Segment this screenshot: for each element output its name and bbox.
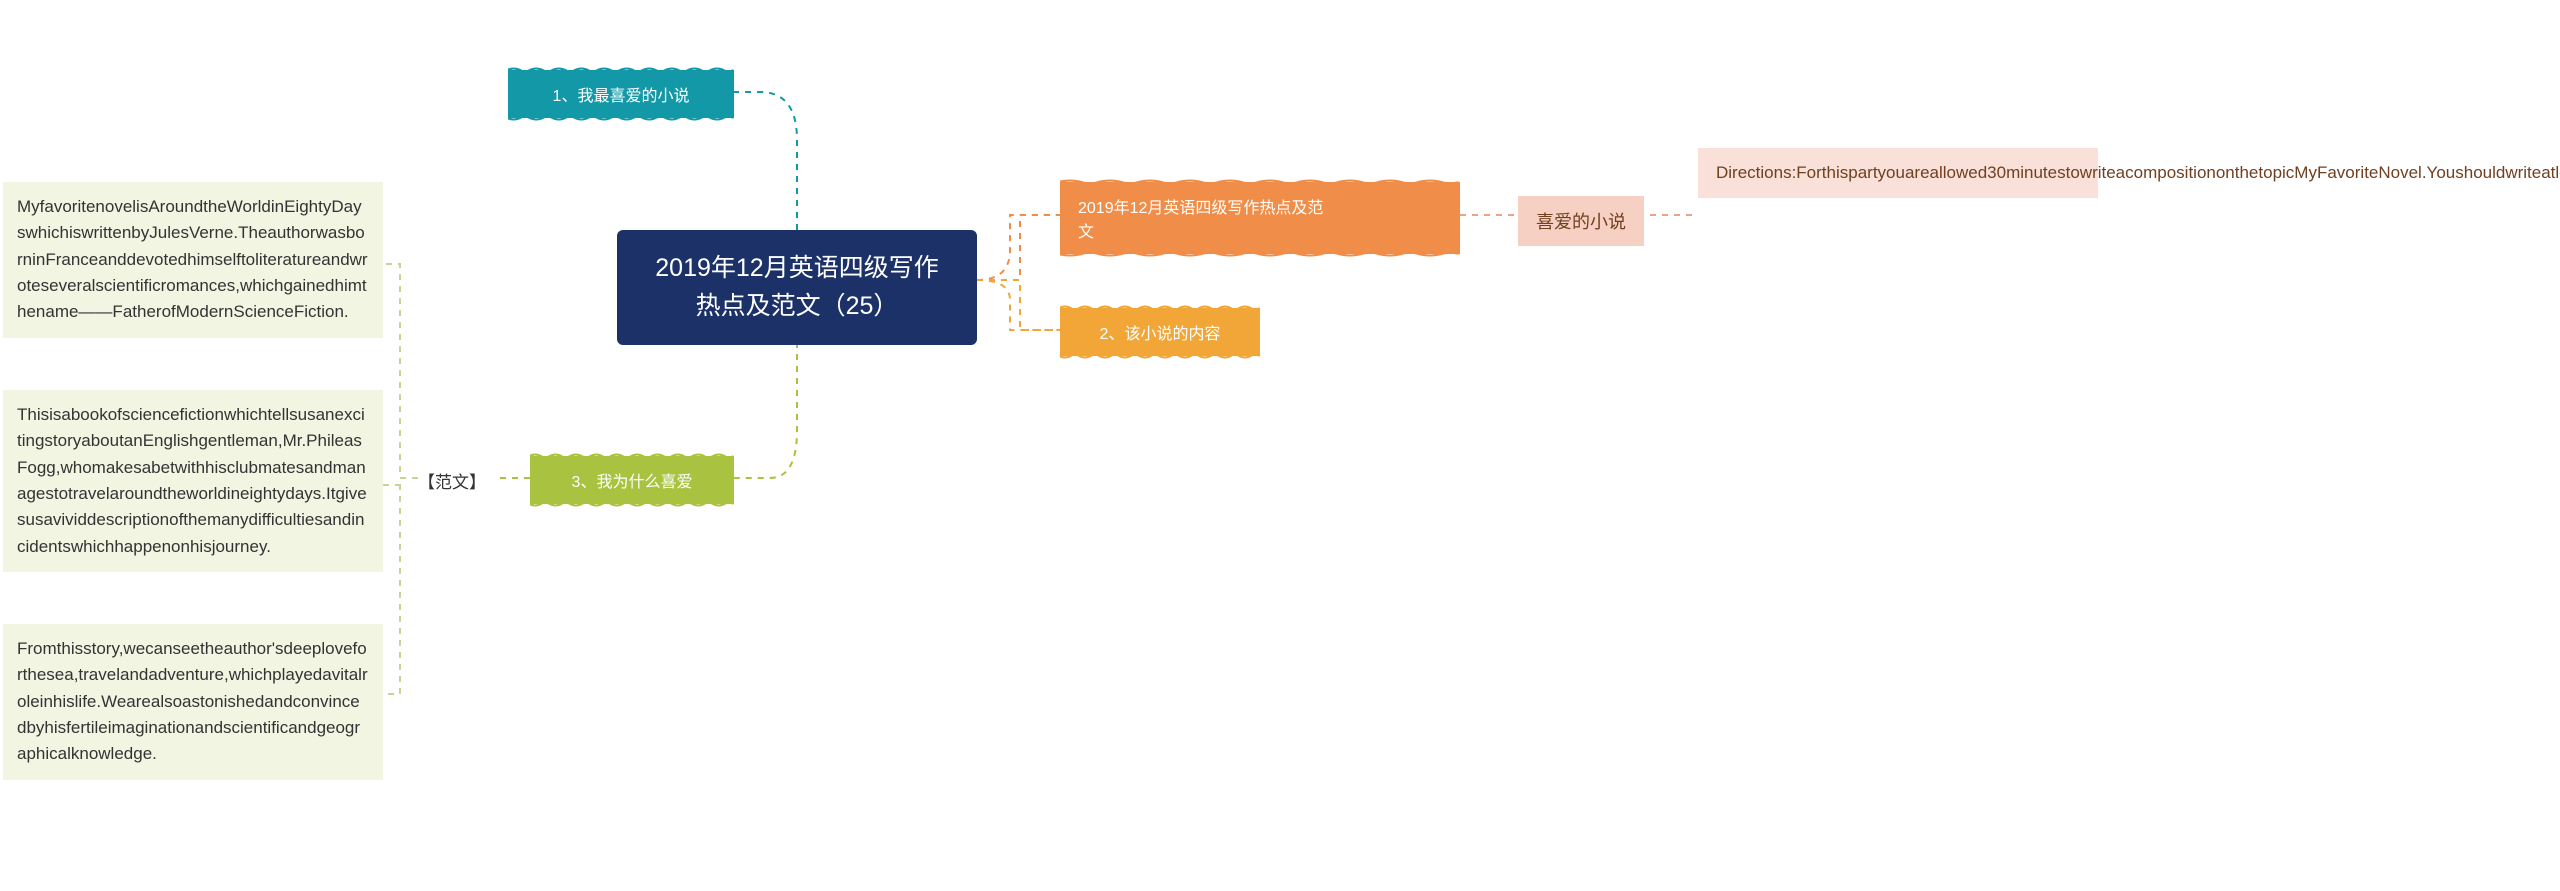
node-novel-content[interactable]: 2、该小说的内容 bbox=[1060, 308, 1260, 356]
connectors bbox=[0, 0, 2560, 891]
node-text: 2019年12月英语四级写作热点及范 文 bbox=[1078, 200, 1323, 241]
essay-paragraph-2: Thisisabookofsciencefictionwhichtellsusa… bbox=[3, 390, 383, 572]
essay-paragraph-3: Fromthisstory,wecanseetheauthor'sdeeplov… bbox=[3, 624, 383, 780]
node-text: 2、该小说的内容 bbox=[1100, 326, 1221, 343]
root-text: 2019年12月英语四级写作 热点及范文（25） bbox=[655, 254, 938, 320]
node-text: Directions:Forthispartyouareallowed30min… bbox=[1716, 163, 2560, 182]
node-directions: Directions:Forthispartyouareallowed30min… bbox=[1698, 148, 2098, 198]
root-node[interactable]: 2019年12月英语四级写作 热点及范文（25） bbox=[617, 230, 977, 345]
node-text: 喜爱的小说 bbox=[1536, 212, 1626, 232]
node-favorite-novel-sub[interactable]: 喜爱的小说 bbox=[1518, 196, 1644, 246]
node-text: 3、我为什么喜爱 bbox=[572, 474, 693, 491]
node-why-like[interactable]: 3、我为什么喜爱 bbox=[530, 456, 734, 504]
sample-essay-label: 【范文】 bbox=[418, 468, 486, 493]
node-favorite-novel[interactable]: 1、我最喜爱的小说 bbox=[508, 70, 734, 118]
essay-paragraph-1: MyfavoritenovelisAroundtheWorldinEightyD… bbox=[3, 182, 383, 338]
connector-lines bbox=[0, 0, 2560, 891]
node-text: 1、我最喜爱的小说 bbox=[553, 88, 690, 105]
node-topic-title[interactable]: 2019年12月英语四级写作热点及范 文 bbox=[1060, 182, 1460, 254]
